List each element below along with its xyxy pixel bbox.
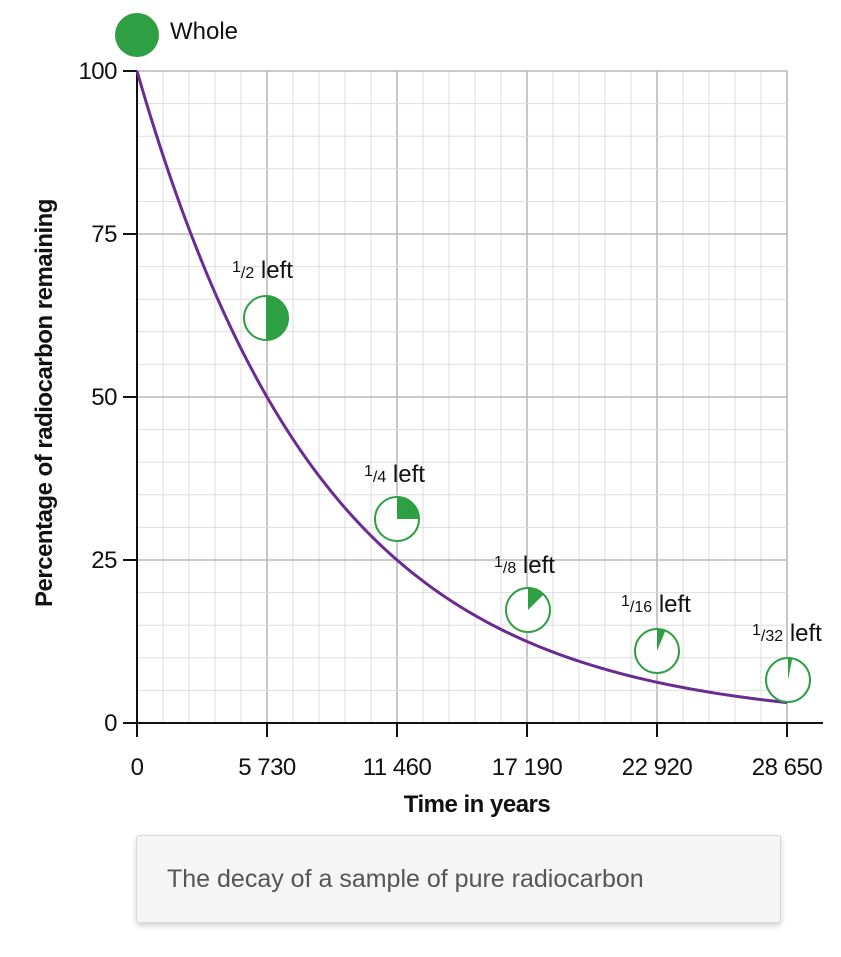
fraction-denominator: /32 bbox=[761, 628, 783, 645]
fraction-pie-group: 1/2 left bbox=[232, 257, 293, 341]
fraction-label: 1/32 left bbox=[752, 620, 822, 647]
fraction-numerator: 1 bbox=[621, 593, 630, 610]
fraction-denominator: /2 bbox=[241, 265, 254, 282]
fraction-label: 1/2 left bbox=[232, 257, 293, 284]
pie-wedge bbox=[266, 296, 288, 340]
fraction-pie-group: Whole bbox=[115, 13, 238, 57]
y-tick-label: 25 bbox=[91, 547, 117, 574]
fraction-pie-group: 1/32 left bbox=[752, 620, 822, 703]
x-tick-label: 5 730 bbox=[238, 754, 296, 781]
fraction-text: left bbox=[783, 620, 822, 647]
y-tick-label: 0 bbox=[104, 710, 117, 737]
fraction-pie-group: 1/8 left bbox=[494, 552, 555, 633]
fraction-label: Whole bbox=[170, 18, 238, 45]
y-axis-title: Percentage of radiocarbon remaining bbox=[31, 199, 58, 607]
fraction-denominator: /8 bbox=[503, 560, 516, 577]
x-tick-label: 22 920 bbox=[622, 754, 693, 781]
fraction-numerator: 1 bbox=[752, 622, 761, 639]
chart-axes bbox=[123, 70, 823, 737]
fraction-text: Whole bbox=[170, 18, 238, 45]
caption-box: The decay of a sample of pure radiocarbo… bbox=[136, 835, 781, 923]
pie-wedge bbox=[397, 497, 419, 519]
fraction-text: left bbox=[386, 461, 425, 488]
fraction-pie-group: 1/4 left bbox=[364, 461, 425, 542]
fraction-denominator: /16 bbox=[630, 599, 652, 616]
x-axis-title: Time in years bbox=[404, 791, 551, 818]
fraction-denominator: /4 bbox=[373, 469, 386, 486]
x-tick-label: 28 650 bbox=[752, 754, 823, 781]
x-tick-label: 11 460 bbox=[363, 754, 432, 781]
fraction-label: 1/8 left bbox=[494, 552, 555, 579]
pie-wedge bbox=[788, 658, 793, 680]
chart-grid bbox=[137, 70, 788, 723]
fraction-numerator: 1 bbox=[364, 463, 373, 480]
fraction-numerator: 1 bbox=[494, 554, 503, 571]
pie-wedge bbox=[528, 588, 544, 610]
fraction-pie-group: 1/16 left bbox=[621, 591, 691, 674]
whole-pie-icon bbox=[115, 13, 159, 57]
fraction-label: 1/16 left bbox=[621, 591, 691, 618]
x-tick-label: 0 bbox=[131, 754, 144, 781]
caption-text: The decay of a sample of pure radiocarbo… bbox=[167, 864, 644, 893]
y-tick-label: 100 bbox=[78, 58, 117, 85]
fraction-text: left bbox=[516, 552, 555, 579]
fraction-numerator: 1 bbox=[232, 259, 241, 276]
y-tick-label: 75 bbox=[91, 221, 117, 248]
fraction-text: left bbox=[652, 591, 691, 618]
y-tick-label: 50 bbox=[91, 384, 117, 411]
x-tick-label: 17 190 bbox=[492, 754, 563, 781]
pie-wedge bbox=[657, 629, 666, 651]
fraction-label: 1/4 left bbox=[364, 461, 425, 488]
axis-labels: 0 25 50 75 100 0 5 730 11 460 17 190 22 920 28 650… bbox=[31, 58, 823, 818]
fraction-text: left bbox=[254, 257, 293, 284]
decay-curve bbox=[135, 70, 788, 705]
